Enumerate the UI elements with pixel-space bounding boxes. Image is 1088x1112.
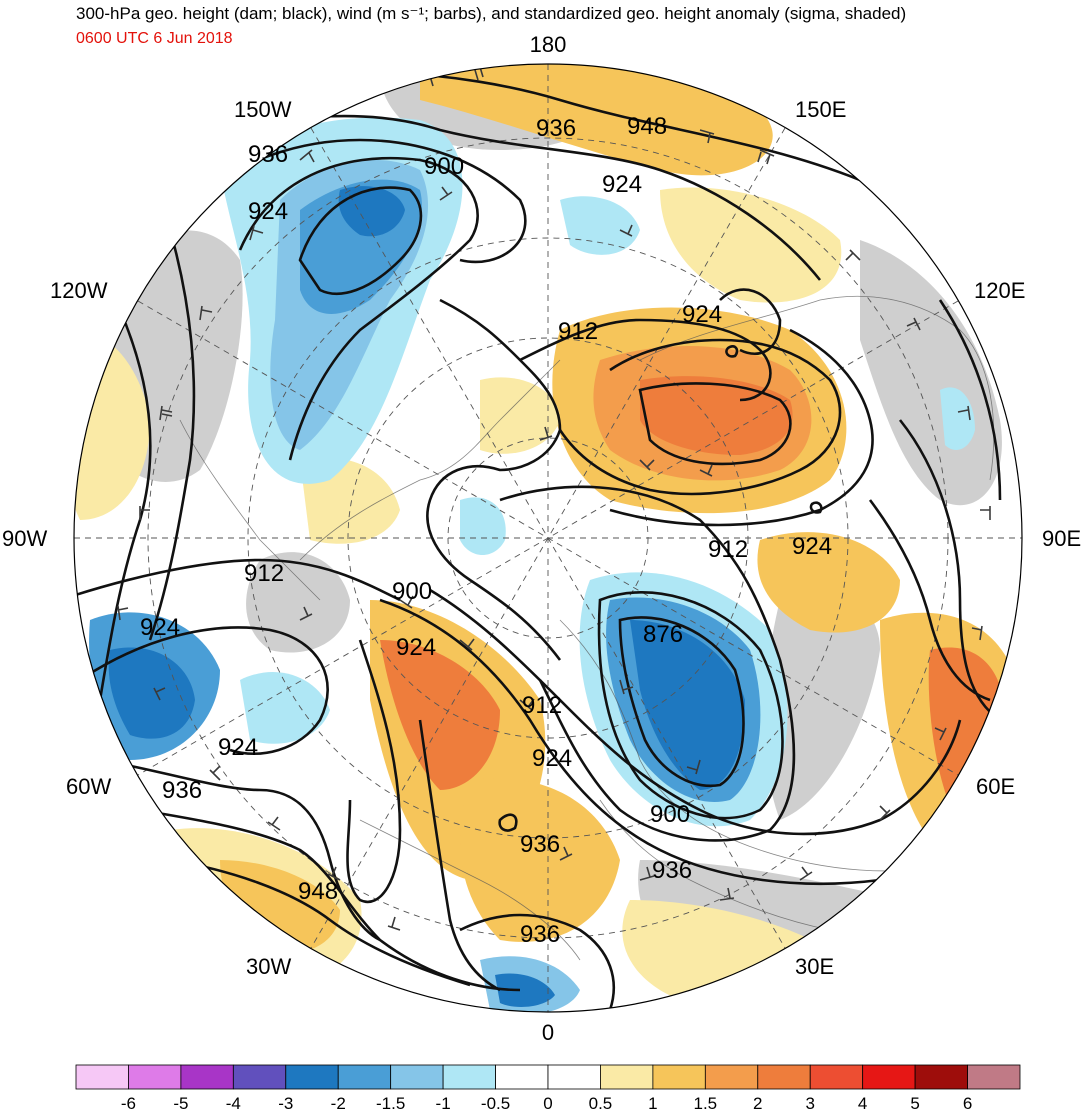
- contour-label: 912: [244, 560, 284, 587]
- contour-label: 936: [652, 857, 692, 884]
- colorbar-box: [75, 1064, 129, 1090]
- contour-label: 924: [602, 171, 642, 198]
- polar-map: 936 948 936 924 924 924 900 912 924 912 …: [2, 32, 1081, 1045]
- contour-label: 924: [248, 198, 288, 225]
- contour-label: 900: [650, 801, 690, 828]
- colorbar-box: [390, 1064, 444, 1090]
- colorbar-box: [600, 1064, 654, 1090]
- chart-title: 300-hPa geo. height (dam; black), wind (…: [76, 4, 907, 23]
- colorbar-label: 4: [858, 1094, 867, 1112]
- colorbar-label: -4: [226, 1094, 241, 1112]
- lon-label-90e: 90E: [1042, 526, 1081, 551]
- map-border: [73, 63, 1023, 1013]
- colorbar-boxes: [75, 1064, 1021, 1090]
- colorbar-box: [862, 1064, 916, 1090]
- contour-label: 912: [522, 692, 562, 719]
- colorbar-label: 3: [805, 1094, 814, 1112]
- colorbar-box: [652, 1064, 706, 1090]
- colorbar-box: [967, 1064, 1021, 1090]
- contour-label: 924: [682, 301, 722, 328]
- colorbar-label: -0.5: [481, 1094, 510, 1112]
- contour-label: 924: [396, 634, 436, 661]
- lon-label-30e: 30E: [795, 954, 834, 979]
- contour-label: 948: [627, 113, 667, 140]
- colorbar-label: -6: [121, 1094, 136, 1112]
- colorbar-label: 1: [648, 1094, 657, 1112]
- colorbar-label: 6: [963, 1094, 972, 1112]
- lon-label-150w: 150W: [234, 97, 292, 122]
- colorbar: -6 -5 -4 -3 -2 -1.5 -1 -0.5 0 0.5 1 1.5 2 3 4 5 6: [75, 1064, 1021, 1112]
- colorbar-box: [337, 1064, 392, 1090]
- colorbar-box: [180, 1064, 234, 1090]
- contour-label: 912: [708, 536, 748, 563]
- lon-label-30w: 30W: [246, 954, 291, 979]
- colorbar-labels: -6 -5 -4 -3 -2 -1.5 -1 -0.5 0 0.5 1 1.5 2 3 4 5 6: [121, 1094, 972, 1112]
- valid-time: 0600 UTC 6 Jun 2018: [76, 30, 233, 47]
- colorbar-box: [704, 1064, 759, 1090]
- contour-labels: 936 948 936 924 924 924 900 912 924 912 …: [140, 113, 832, 948]
- colorbar-label: -5: [173, 1094, 188, 1112]
- lon-label-60w: 60W: [66, 774, 111, 799]
- contour-label: 936: [520, 831, 560, 858]
- colorbar-box: [757, 1064, 811, 1090]
- colorbar-box: [914, 1064, 968, 1090]
- colorbar-label: 0: [543, 1094, 552, 1112]
- contour-label: 936: [520, 921, 560, 948]
- lon-label-120w: 120W: [50, 278, 108, 303]
- wind-barbs: [117, 65, 991, 931]
- contour-label: 900: [424, 153, 464, 180]
- contour-label: 936: [536, 115, 576, 142]
- lon-label-150e: 150E: [795, 97, 846, 122]
- lon-label-120e: 120E: [974, 278, 1025, 303]
- colorbar-label: 0.5: [589, 1094, 613, 1112]
- colorbar-label: -2: [331, 1094, 346, 1112]
- contour-label: 936: [162, 777, 202, 804]
- contour-label: 912: [558, 318, 598, 345]
- map-disk: [74, 64, 1022, 1012]
- colorbar-box: [809, 1064, 864, 1090]
- colorbar-box: [547, 1064, 601, 1090]
- contour-label: 900: [392, 578, 432, 605]
- graticule: [74, 64, 1022, 1012]
- contour-label: 876: [643, 621, 683, 648]
- colorbar-label: -1.5: [376, 1094, 405, 1112]
- contour-label: 948: [298, 878, 338, 905]
- colorbar-label: 1.5: [694, 1094, 718, 1112]
- coastlines: [179, 295, 995, 961]
- lon-label-90w: 90W: [2, 526, 47, 551]
- colorbar-label: 2: [753, 1094, 762, 1112]
- colorbar-box: [128, 1064, 182, 1090]
- lon-label-0: 0: [542, 1020, 554, 1045]
- contour-label: 924: [532, 745, 572, 772]
- colorbar-label: -1: [436, 1094, 451, 1112]
- lon-label-60e: 60E: [976, 774, 1015, 799]
- contour-label: 936: [248, 141, 288, 168]
- colorbar-label: 5: [910, 1094, 919, 1112]
- colorbar-box: [495, 1064, 549, 1090]
- lon-label-180: 180: [530, 32, 567, 57]
- longitude-labels: 180 150E 120E 90E 60E 30E 0 30W 60W 90W …: [2, 32, 1081, 1045]
- colorbar-box: [285, 1064, 339, 1090]
- colorbar-label: -3: [278, 1094, 293, 1112]
- contour-label: 924: [140, 614, 180, 641]
- contour-label: 924: [218, 734, 258, 761]
- colorbar-box: [442, 1064, 496, 1090]
- colorbar-box: [232, 1064, 287, 1090]
- contour-label: 924: [792, 533, 832, 560]
